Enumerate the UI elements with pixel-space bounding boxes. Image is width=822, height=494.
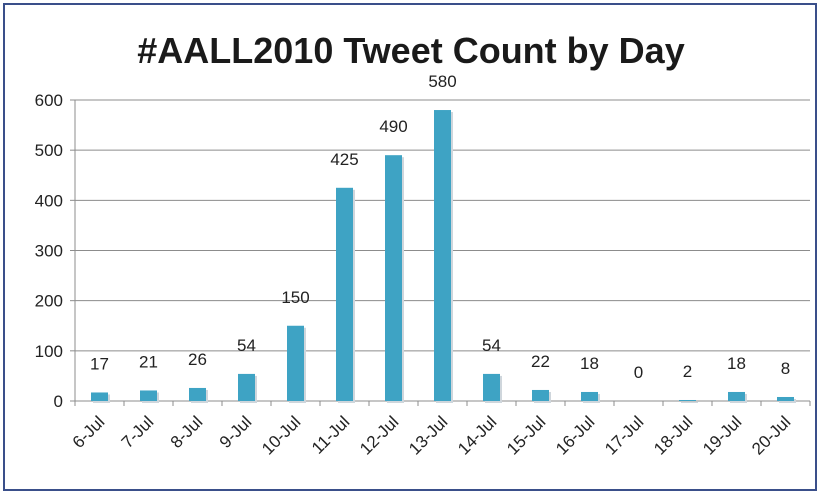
y-tick-label: 0 xyxy=(54,392,63,411)
data-label: 18 xyxy=(580,354,599,373)
data-label: 26 xyxy=(188,350,207,369)
bar-16-Jul xyxy=(581,391,598,401)
y-tick-label: 200 xyxy=(35,292,63,311)
data-label: 21 xyxy=(139,352,158,371)
data-label: 54 xyxy=(482,336,501,355)
x-tick-label: 14-Jul xyxy=(454,412,500,458)
data-label: 17 xyxy=(90,354,109,373)
data-label: 490 xyxy=(379,117,407,136)
x-tick-label: 15-Jul xyxy=(503,412,549,458)
data-label: 22 xyxy=(531,352,550,371)
x-tick-label: 6-Jul xyxy=(69,412,108,451)
bar-shadow xyxy=(681,401,698,403)
bar-11-Jul xyxy=(336,187,353,401)
bars xyxy=(91,110,796,404)
data-label: 8 xyxy=(781,359,790,378)
y-tick-label: 300 xyxy=(35,242,63,261)
x-tick-label: 9-Jul xyxy=(216,412,255,451)
x-axis-ticks: 6-Jul 7-Jul 8-Jul 9-Jul 10-Jul 11-Jul 12-Jul 13… xyxy=(69,412,794,458)
y-tick-label: 500 xyxy=(35,141,63,160)
data-label: 2 xyxy=(683,362,692,381)
bar-9-Jul xyxy=(238,373,255,401)
data-label: 150 xyxy=(281,288,309,307)
x-tick-label: 19-Jul xyxy=(699,412,745,458)
bar-7-Jul xyxy=(140,390,157,401)
bar-18-Jul xyxy=(679,399,696,401)
data-labels: 17 21 26 54 150 425 490 580 54 22 18 0 2 18 8 xyxy=(90,72,790,382)
x-tick-label: 13-Jul xyxy=(405,412,451,458)
x-tick-label: 16-Jul xyxy=(552,412,598,458)
x-tick-label: 8-Jul xyxy=(167,412,206,451)
y-tick-label: 400 xyxy=(35,191,63,210)
x-tick-label: 10-Jul xyxy=(258,412,304,458)
data-label: 425 xyxy=(330,150,358,169)
chart-frame xyxy=(3,3,817,491)
x-tick-label: 12-Jul xyxy=(356,412,402,458)
y-tick-label: 100 xyxy=(35,342,63,361)
data-label: 0 xyxy=(634,363,643,382)
bar-12-Jul xyxy=(385,155,402,401)
bar-15-Jul xyxy=(532,389,549,401)
x-tick-label: 20-Jul xyxy=(748,412,794,458)
bar-10-Jul xyxy=(287,325,304,401)
x-tick-label: 11-Jul xyxy=(308,412,353,457)
x-tick-label: 17-Jul xyxy=(601,412,647,458)
bar-6-Jul xyxy=(91,392,108,401)
bar-19-Jul xyxy=(728,391,745,401)
bar-8-Jul xyxy=(189,387,206,401)
data-label: 18 xyxy=(727,354,746,373)
chart-title: #AALL2010 Tweet Count by Day xyxy=(137,30,685,71)
data-label: 54 xyxy=(237,336,256,355)
data-label: 580 xyxy=(428,72,456,91)
y-axis-ticks: 0 100 200 300 400 500 600 xyxy=(35,91,63,411)
y-tick-label: 600 xyxy=(35,91,63,110)
x-tick-label: 7-Jul xyxy=(118,412,157,451)
x-tick-label: 18-Jul xyxy=(650,412,696,458)
bar-20-Jul xyxy=(777,396,794,401)
bar-13-Jul xyxy=(434,110,451,402)
bar-14-Jul xyxy=(483,373,500,401)
